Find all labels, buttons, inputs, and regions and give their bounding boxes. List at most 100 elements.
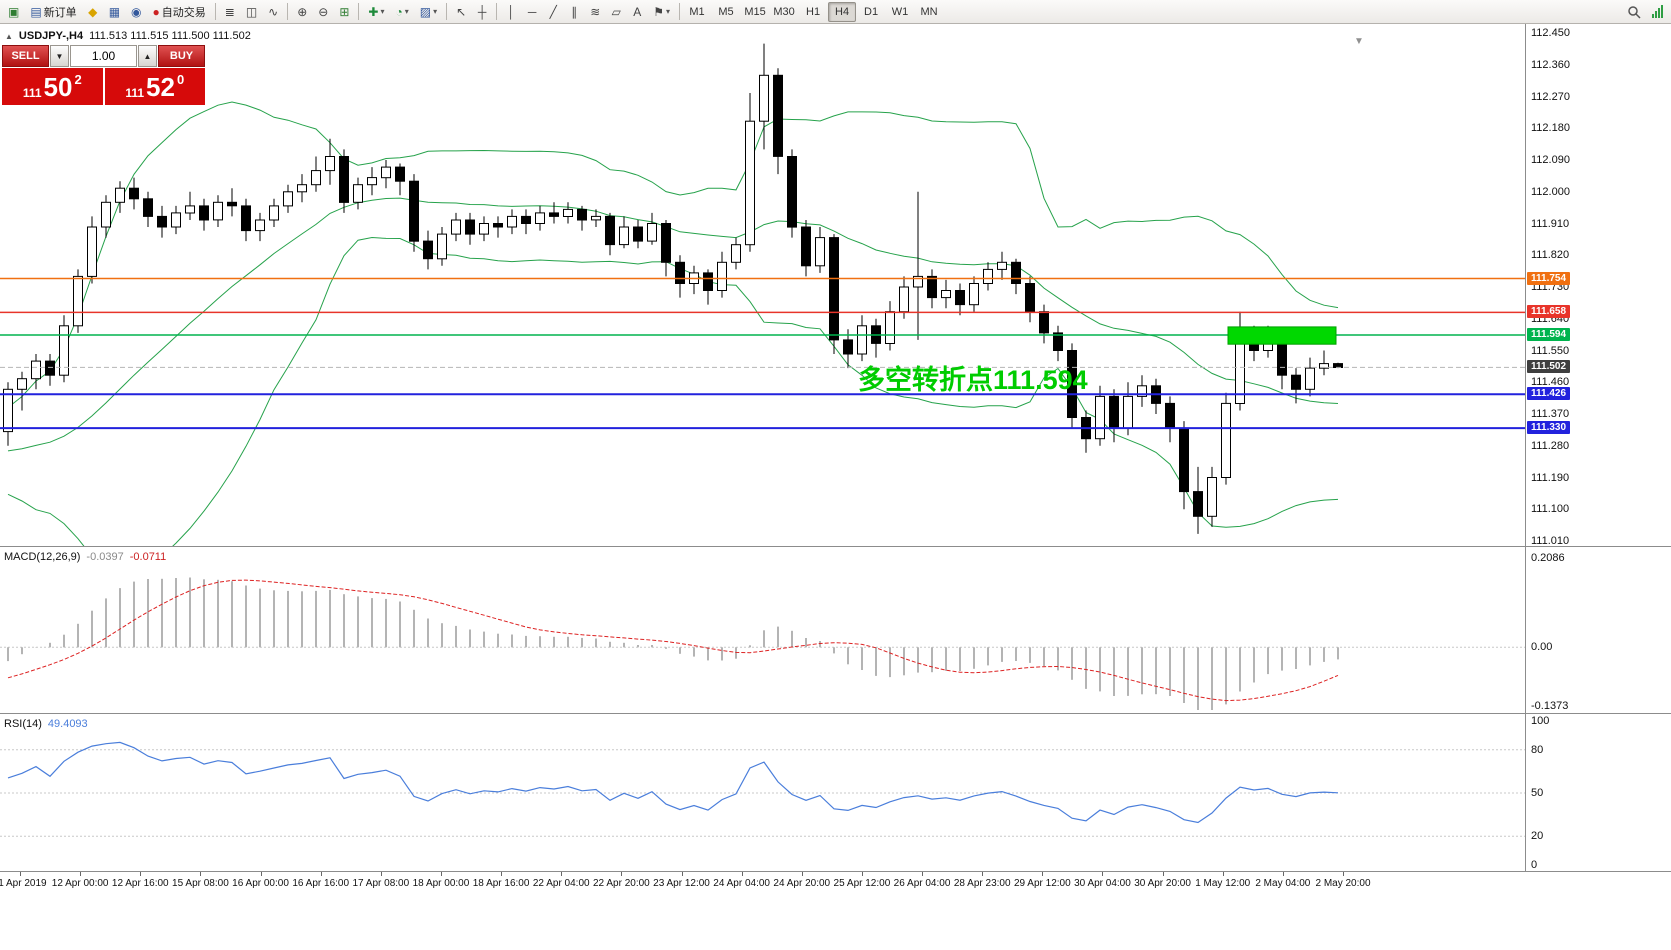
- macd-chart-canvas[interactable]: [0, 547, 1525, 714]
- horizontal-line-icon: ─: [527, 4, 537, 19]
- triangle-down-icon: ▼: [55, 51, 64, 61]
- time-axis-tick: [260, 872, 262, 876]
- timeframe-button-m1[interactable]: M1: [689, 5, 705, 18]
- timeframe-button-h1[interactable]: H1: [806, 5, 821, 18]
- price-chart-panel[interactable]: 112.450 112.360 112.270 112.180 112.090 112.0…: [0, 24, 1671, 547]
- channel-button[interactable]: ∥: [564, 2, 584, 22]
- shapes-icon: ▱: [611, 4, 621, 19]
- toolbar-separator: [679, 3, 681, 20]
- price-axis-label: 111.910: [1531, 217, 1570, 230]
- shapes-button[interactable]: ▱: [606, 2, 626, 22]
- templates-button[interactable]: ▨ ▾: [415, 2, 442, 22]
- vertical-line-button[interactable]: │: [501, 2, 521, 22]
- crosshair-icon: ┼: [477, 4, 487, 19]
- market-watch-button[interactable]: ▦: [104, 2, 125, 22]
- vertical-line-icon: │: [507, 4, 515, 19]
- macd-histogram: [7, 577, 1339, 710]
- price-axis[interactable]: 112.450 112.360 112.270 112.180 112.090 112.0…: [1525, 24, 1671, 547]
- volume-decrease-button[interactable]: ▼: [50, 45, 69, 67]
- periods-button[interactable]: ◔ ▾: [391, 2, 414, 22]
- zoom-in-button[interactable]: ⊕: [292, 2, 312, 22]
- navigator-button[interactable]: ◉: [126, 2, 146, 22]
- zoom-out-button[interactable]: ⊖: [313, 2, 333, 22]
- time-axis-tick: [80, 872, 82, 876]
- crosshair-button[interactable]: ┼: [472, 2, 492, 22]
- dropdown-arrow-icon: ▾: [404, 7, 409, 16]
- metaeditor-button[interactable]: ◆: [83, 2, 103, 22]
- price-axis-label: 111.190: [1531, 471, 1570, 484]
- time-axis-label: 12 Apr 00:00: [51, 878, 109, 889]
- price-axis-label: 111.370: [1531, 408, 1570, 420]
- time-axis-tick: [1343, 872, 1344, 876]
- time-axis-label: 11 Apr 2019: [0, 878, 47, 889]
- toolbar-button-group: ▣ ▤ 新订单 ◆ ▦ ◉ ● 自动交易 ≣ ◫ ∿ ⊕ ⊖ ⊞ ✚ ▾ ◔ ▾ ▨ ▾ ↖ ┼ │ ─ ╱ ∥ ≋ ▱ A ⚑ ▾: [3, 2, 683, 22]
- volume-increase-button[interactable]: ▲: [138, 45, 157, 67]
- price-axis-label: 111.280: [1531, 439, 1570, 452]
- line-chart-icon: ∿: [268, 4, 279, 19]
- time-axis-tick: [1222, 872, 1224, 876]
- time-axis-label: 18 Apr 00:00: [412, 878, 470, 889]
- timeframe-button-mn[interactable]: MN: [920, 5, 938, 18]
- volume-input[interactable]: [70, 45, 137, 67]
- metaeditor-icon: ◆: [88, 4, 98, 19]
- fibonacci-button[interactable]: ≋: [585, 2, 605, 22]
- timeframe-button-w1[interactable]: W1: [891, 5, 909, 18]
- rsi-line: [7, 741, 1339, 824]
- time-axis-label: 28 Apr 23:00: [953, 878, 1011, 889]
- toolbar-separator: [496, 3, 498, 20]
- text-icon: A: [633, 4, 642, 19]
- price-level-badge: 111.330: [1527, 421, 1571, 435]
- time-axis-label: 16 Apr 00:00: [232, 878, 289, 889]
- macd-axis-label: -0.1373: [1531, 700, 1569, 712]
- timeframe-button-m15[interactable]: M15: [744, 5, 766, 18]
- rsi-chart-canvas[interactable]: [0, 714, 1525, 872]
- candlestick-chart-canvas[interactable]: [0, 24, 1525, 546]
- buy-price-display[interactable]: 111 52 0: [104, 68, 205, 105]
- app-chart-button[interactable]: ▣: [3, 2, 24, 22]
- main-toolbar: ▣ ▤ 新订单 ◆ ▦ ◉ ● 自动交易 ≣ ◫ ∿ ⊕ ⊖ ⊞ ✚ ▾ ◔ ▾ ▨ ▾ ↖ ┼ │ ─ ╱ ∥ ≋ ▱ A ⚑ ▾ M1 M…: [0, 0, 1671, 24]
- line-chart-button[interactable]: ∿: [263, 2, 283, 22]
- timeframe-button-m5[interactable]: M5: [718, 5, 734, 18]
- one-click-collapse-toggle[interactable]: ▲: [5, 31, 13, 41]
- macd-main-value: -0.0397: [86, 551, 124, 563]
- time-axis-tick: [982, 872, 984, 876]
- horizontal-line-button[interactable]: ─: [522, 2, 542, 22]
- search-button[interactable]: [1622, 2, 1646, 22]
- timeframe-button-d1[interactable]: D1: [864, 5, 879, 18]
- time-axis-tick: [501, 872, 503, 876]
- tile-windows-button[interactable]: ⊞: [334, 2, 354, 22]
- macd-name-label: MACD(12,26,9): [4, 551, 81, 563]
- macd-axis-label: 0.00: [1531, 641, 1553, 654]
- new-order-button[interactable]: ▤ 新订单: [25, 2, 81, 22]
- time-axis-label: 22 Apr 20:00: [593, 878, 650, 889]
- bar-chart-button[interactable]: ≣: [220, 2, 240, 22]
- trendline-button[interactable]: ╱: [543, 2, 563, 22]
- candlestick-chart-button[interactable]: ◫: [241, 2, 262, 22]
- sell-price-display[interactable]: 111 50 2: [2, 68, 103, 105]
- connection-signal-icon: [1651, 5, 1663, 18]
- auto-trading-button[interactable]: ● 自动交易: [148, 2, 211, 22]
- channel-icon: ∥: [571, 4, 578, 19]
- macd-signal-line: [7, 579, 1339, 702]
- time-axis-tick: [320, 872, 322, 876]
- time-axis-tick: [1282, 872, 1284, 876]
- time-axis-tick: [741, 872, 743, 876]
- sell-button[interactable]: SELL: [2, 45, 49, 67]
- buy-button[interactable]: BUY: [158, 45, 205, 67]
- timeframe-button-m30[interactable]: M30: [773, 5, 795, 18]
- time-axis-label: 30 Apr 04:00: [1074, 878, 1131, 889]
- text-button[interactable]: A: [627, 2, 647, 22]
- time-axis-label: 2 May 04:00: [1255, 878, 1311, 889]
- rsi-indicator-panel[interactable]: 100 80 50 20 0 RSI(14) 49.4093: [0, 713, 1671, 871]
- time-axis-label: 18 Apr 16:00: [472, 878, 530, 889]
- toolbar-button-label: 新订单: [43, 6, 77, 19]
- timeframe-button-h4[interactable]: H4: [828, 1, 857, 22]
- macd-indicator-panel[interactable]: 0.2086 0.00 -0.1373 MACD(12,26,9) -0.0397 …: [0, 546, 1671, 713]
- indicators-button[interactable]: ✚ ▾: [363, 2, 389, 22]
- arrows-button[interactable]: ⚑ ▾: [648, 2, 675, 22]
- timeframe-toolbar: M1 M5 M15 M30 H1 H4 D1 W1 MN: [683, 1, 943, 22]
- cursor-button[interactable]: ↖: [451, 2, 471, 22]
- time-axis-tick: [1102, 872, 1104, 876]
- time-axis-tick: [380, 872, 382, 876]
